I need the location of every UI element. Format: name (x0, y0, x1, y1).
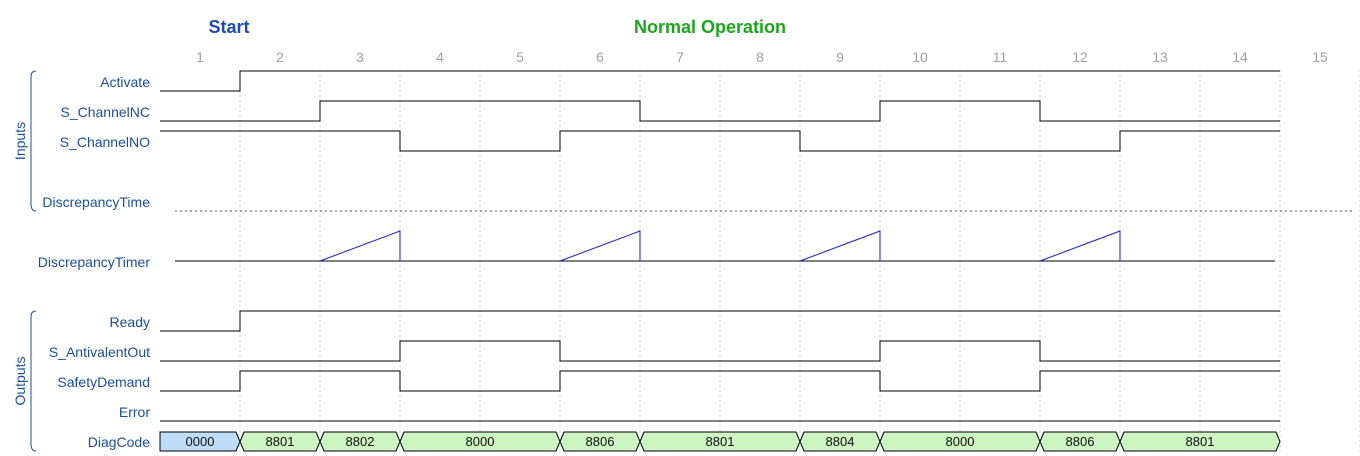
waveform-safetydemand (160, 370, 1280, 392)
diagcode-value: 8000 (466, 434, 495, 449)
cycle-number: 5 (516, 49, 524, 65)
cycle-number: 13 (1152, 49, 1168, 65)
cycle-number: 6 (596, 49, 604, 65)
diagcode-value: 8801 (706, 434, 735, 449)
waveform-activate (160, 70, 1280, 92)
waveform-ready (160, 310, 1280, 332)
cycle-number: 4 (436, 49, 444, 65)
diagcode-value: 8806 (586, 434, 615, 449)
diagcode-value: 8801 (1186, 434, 1215, 449)
cycle-number: 3 (356, 49, 364, 65)
diagcode-value: 8000 (946, 434, 975, 449)
diagcode-segment (159, 431, 241, 452)
cycle-number: 14 (1232, 49, 1248, 65)
cycle-number: 7 (676, 49, 684, 65)
signal-label-s-channelnc: S_ChannelNC (61, 104, 151, 120)
diagcode-value: 8806 (1066, 434, 1095, 449)
timer-ramp (1039, 230, 1121, 262)
signal-label-safetydemand: SafetyDemand (57, 374, 150, 390)
phase-start-label: Start (208, 17, 249, 37)
cycle-number: 12 (1072, 49, 1088, 65)
signal-label-discrepancytimer: DiscrepancyTimer (38, 254, 151, 270)
cycle-number: 10 (912, 49, 928, 65)
diagcode-value: 8802 (346, 434, 375, 449)
diagcode-segment (1119, 431, 1281, 452)
diagcode-value: 8801 (266, 434, 295, 449)
cycle-number: 9 (836, 49, 844, 65)
cycle-number: 2 (276, 49, 284, 65)
waveform-s-channelnc (160, 100, 1280, 122)
diagcode-value: 8804 (826, 434, 855, 449)
waveform-s-channelno (160, 130, 1280, 152)
inputs-group-label: Inputs (12, 122, 28, 160)
signal-label-s-antivalentout: S_AntivalentOut (49, 344, 150, 360)
outputs-group-label: Outputs (12, 356, 28, 405)
inputs-bracket (30, 70, 37, 212)
signal-label-diagcode: DiagCode (88, 434, 150, 450)
signal-label-s-channelno: S_ChannelNO (60, 134, 150, 150)
signal-label-activate: Activate (100, 74, 150, 90)
cycle-number: 8 (756, 49, 764, 65)
waveform-s-antivalentout (160, 340, 1280, 362)
signal-label-ready: Ready (110, 314, 150, 330)
cycle-number: 11 (993, 49, 1008, 65)
cycle-numbers: 1 2 3 4 5 6 7 8 9 10 11 12 13 14 15 (196, 49, 1328, 65)
cycle-number: 15 (1312, 49, 1328, 65)
outputs-bracket (30, 310, 37, 452)
signal-label-discrepancytime: DiscrepancyTime (42, 194, 150, 210)
waveform-diagcode: 0000 8801 8802 8000 8806 8801 8804 8000 8806 8801 (159, 431, 1281, 452)
timer-ramp (319, 230, 401, 262)
cycle-number: 1 (196, 49, 204, 65)
signal-label-error: Error (119, 404, 150, 420)
waveform-discrepancytimer (175, 230, 1275, 262)
diagcode-value: 0000 (186, 434, 215, 449)
timer-ramp (799, 230, 881, 262)
timer-ramp (559, 230, 641, 262)
phase-normal-label: Normal Operation (634, 17, 786, 37)
